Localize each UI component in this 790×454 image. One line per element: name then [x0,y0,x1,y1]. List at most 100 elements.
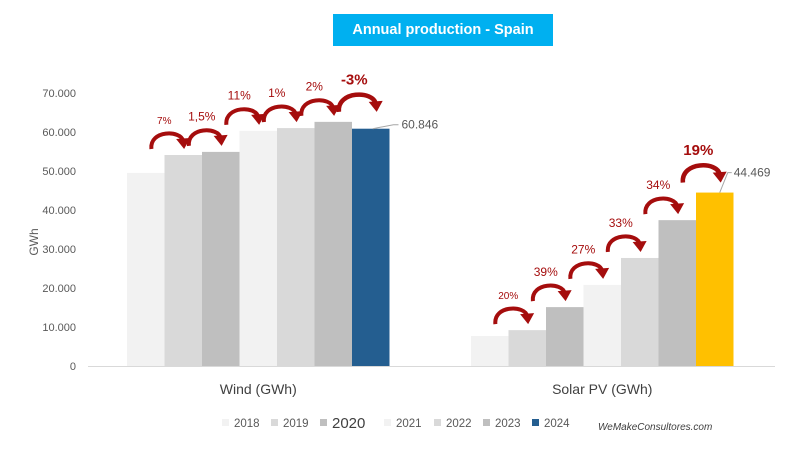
growth-arrow-icon [299,98,341,117]
legend-swatch [320,419,327,426]
arrow-arc [493,306,530,325]
growth-label: 19% [683,142,713,159]
data-label: 60.846 [402,118,439,132]
growth-arrow-icon [643,196,685,215]
growth-arrow-icon [149,131,191,150]
legend-swatch [222,419,229,426]
arrow-head [213,134,228,146]
bar-2021-solar [583,284,621,366]
growth-arrow-icon [605,234,647,253]
legend-swatch [271,419,278,426]
growth-arrow-icon [680,163,727,183]
growth-arrow-icon [336,92,383,113]
arrow-arc [186,128,223,147]
arrow-head [670,203,685,215]
leader-line [719,172,732,193]
legend-label: 2021 [396,418,422,430]
arrow-arc [605,234,642,253]
growth-label: -3% [341,71,368,88]
growth-label: 39% [534,265,558,279]
legend-swatch [532,419,539,426]
arrow-arc [299,98,336,117]
legend-item-2021: 2021 [384,418,422,430]
y-tick-label: 30.000 [42,244,76,256]
legend-label: 2018 [234,418,260,430]
growth-label: 11% [228,89,251,103]
y-tick-label: 40.000 [42,205,76,217]
growth-label: 20% [498,291,518,302]
bar-2023-wind [314,121,352,366]
arrow-arc [680,163,722,183]
legend-item-2019: 2019 [271,418,309,430]
arrow-head [632,240,647,252]
bar-2021-wind [239,130,277,366]
y-tick-label: 0 [70,361,76,373]
bar-2020-wind [202,151,240,366]
arrow-arc [336,92,378,113]
legend-item-2023: 2023 [483,418,521,430]
y-tick-label: 50.000 [42,166,76,178]
arrow-arc [643,196,680,215]
legend-label: 2020 [332,415,365,432]
growth-arrow-icon [530,283,572,302]
data-labels: 60.846 44.469 [372,118,771,193]
arrow-head [712,171,727,183]
arrow-head [288,111,303,123]
bar-2022-wind [277,128,315,366]
arrow-head [520,313,535,325]
growth-arrow-icon [186,128,228,147]
arrow-head [557,290,572,302]
growth-label: 2% [306,80,324,94]
bars [127,121,734,366]
y-tick-label: 70.000 [42,88,76,100]
legend-label: 2023 [495,418,521,430]
bar-2024-wind [352,128,390,366]
arrow-head [326,104,341,116]
leader-line [372,124,399,130]
legend-swatch [434,419,441,426]
legend-swatch [483,419,490,426]
legend-item-2022: 2022 [434,418,472,430]
growth-label: 33% [609,216,633,230]
legend-label: 2022 [446,418,472,430]
y-tick-label: 20.000 [42,283,76,295]
legend: 2018 2019 2020 2021 2022 2023 2024 [222,415,570,432]
y-axis: 0 10.000 20.000 30.000 40.000 50.000 60.000 70.… [42,88,76,373]
credit-text: WeMakeConsultores.com [598,422,713,433]
arrow-arc [261,104,298,123]
legend-label: 2019 [283,418,309,430]
bar-2019-wind [164,155,202,366]
arrow-arc [568,261,605,280]
arrow-head [595,267,610,279]
growth-arrow-icon [224,107,266,126]
bar-2024-solar [696,192,734,366]
category-label: Solar PV (GWh) [552,381,652,397]
bar-2018-wind [127,172,165,366]
growth-label: 34% [646,178,670,192]
bar-2018-solar [471,335,509,366]
bar-2020-solar [546,307,584,366]
growth-arrow-icon [493,306,535,325]
growth-label: 7% [157,116,172,127]
bar-2023-solar [658,220,696,366]
y-axis-title: GWh [27,228,41,255]
category-label: Wind (GWh) [220,381,297,397]
y-tick-label: 10.000 [42,322,76,334]
growth-label: 1,5% [188,110,216,124]
growth-arrow-icon [261,104,303,123]
category-labels: Wind (GWh) Solar PV (GWh) [220,381,653,397]
growth-label: 1% [268,86,286,100]
arrow-arc [149,131,186,150]
arrow-arc [224,107,261,126]
bar-2022-solar [621,257,659,366]
legend-item-2018: 2018 [222,418,260,430]
arrow-head [176,138,191,150]
chart-title: Annual production - Spain [333,14,553,46]
y-tick-label: 60.000 [42,127,76,139]
growth-label: 27% [571,243,595,257]
legend-item-2024: 2024 [532,418,570,430]
legend-item-2020: 2020 [320,415,365,432]
data-label: 44.469 [734,166,771,180]
growth-arrow-icon [568,261,610,280]
